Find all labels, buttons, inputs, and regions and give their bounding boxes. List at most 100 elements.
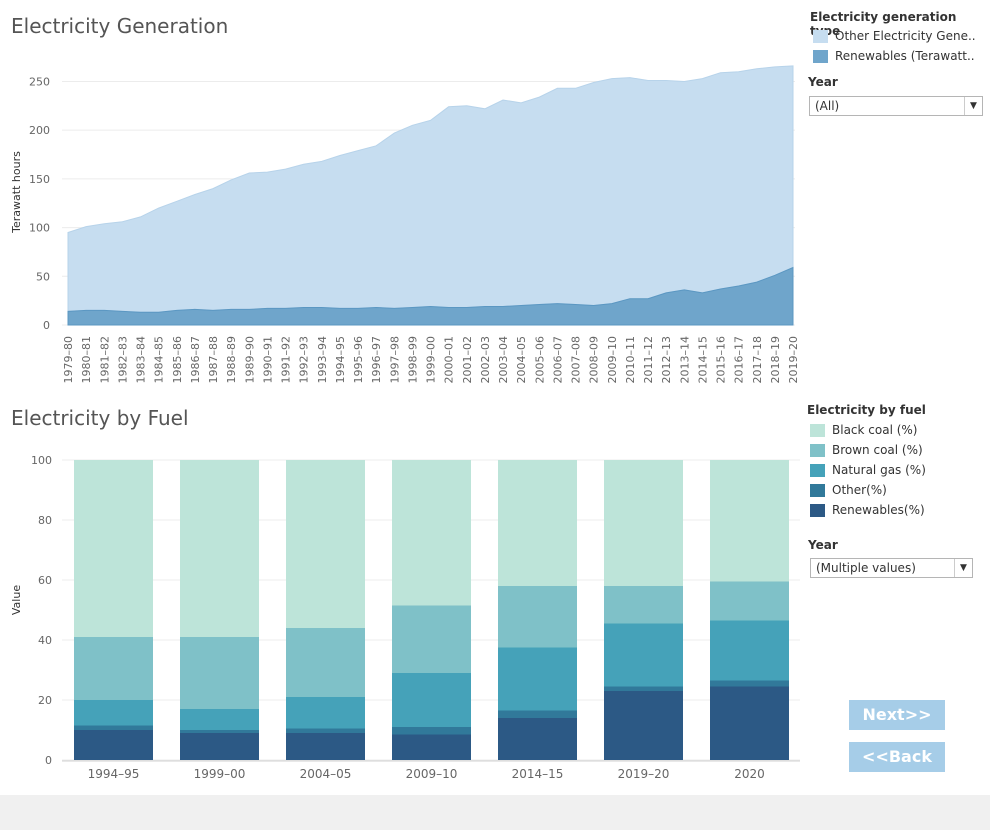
y-tick-label: 0	[43, 319, 50, 332]
bar-segment	[74, 460, 153, 637]
y-tick-label: 0	[45, 754, 52, 767]
chevron-down-icon[interactable]: ▼	[964, 97, 982, 115]
y-tick-label: 20	[38, 694, 52, 707]
y-tick-label: 80	[38, 514, 52, 527]
y-axis-label: Value	[10, 585, 23, 615]
x-tick-label: 1990–91	[261, 336, 274, 384]
y-tick-label: 100	[31, 454, 52, 467]
y-tick-label: 100	[29, 222, 50, 235]
bar-segment	[710, 460, 789, 582]
bar-segment	[180, 709, 259, 730]
bar-segment	[498, 460, 577, 586]
x-tick-label: 1986–87	[189, 336, 202, 384]
x-tick-label: 1996–97	[370, 336, 383, 384]
chevron-down-icon[interactable]: ▼	[954, 559, 972, 577]
bar-segment	[498, 710, 577, 718]
legend-swatch	[810, 443, 825, 457]
bar-segment	[180, 637, 259, 709]
x-tick-label: 2015–16	[715, 336, 728, 384]
bar-segment	[710, 686, 789, 760]
legend-item-renewables-generation[interactable]: Renewables (Terawatt..	[813, 49, 975, 63]
x-tick-label: 2010–11	[624, 336, 637, 384]
y-tick-label: 50	[36, 270, 50, 283]
x-tick-label: 1994–95	[88, 767, 140, 781]
legend-label: Other Electricity Gene..	[835, 29, 976, 43]
bar-segment	[710, 581, 789, 621]
legend-item-renewables[interactable]: Renewables(%)	[810, 503, 925, 517]
bar-segment	[604, 586, 683, 624]
bar-segment	[604, 686, 683, 691]
legend-swatch	[810, 423, 825, 437]
bar-segment	[74, 637, 153, 700]
legend-label: Renewables (Terawatt..	[835, 49, 975, 63]
bar-segment	[180, 730, 259, 733]
legend-item-brown-coal[interactable]: Brown coal (%)	[810, 443, 923, 457]
legend-swatch	[813, 29, 828, 43]
x-tick-label: 1987–88	[207, 336, 220, 384]
x-tick-label: 1993–94	[316, 336, 329, 384]
x-tick-label: 1982–83	[116, 336, 129, 384]
bar-segment	[286, 733, 365, 760]
bar-segment	[74, 730, 153, 760]
x-tick-label: 2011–12	[642, 336, 655, 384]
legend-label: Natural gas (%)	[832, 463, 926, 477]
generation-area-chart[interactable]: 0 50 100 150 200 250 Terawatt hours 1979–80 1980…	[0, 0, 990, 400]
back-button[interactable]: <<Back	[849, 742, 945, 772]
bar-segment	[74, 725, 153, 730]
y-tick-label: 40	[38, 634, 52, 647]
bar-segment	[710, 620, 789, 681]
x-tick-label: 1981–82	[98, 336, 111, 384]
x-tick-label: 2019–20	[787, 336, 800, 384]
bar-segment	[286, 728, 365, 733]
x-tick-label: 2006–07	[551, 336, 564, 384]
x-tick-label: 1997–98	[388, 336, 401, 384]
x-tick-label: 2020	[734, 767, 765, 781]
fuel-bar-chart[interactable]: 0 20 40 60 80 100 Value 1994–95 1999–00 2004–05 20…	[0, 0, 990, 795]
bar-segment	[392, 673, 471, 727]
x-tick-label: 1999–00	[194, 767, 246, 781]
x-tick-label: 2009–10	[606, 336, 619, 384]
x-tick-label: 1989–90	[243, 336, 256, 384]
year-filter-label-top: Year	[808, 75, 838, 89]
generation-chart-title: Electricity Generation	[11, 14, 229, 38]
legend-label: Renewables(%)	[832, 503, 925, 517]
y-tick-label: 60	[38, 574, 52, 587]
x-tick-label: 2014–15	[696, 336, 709, 384]
x-tick-label: 1983–84	[135, 336, 148, 384]
footer-bar	[0, 795, 990, 830]
legend-item-other[interactable]: Other(%)	[810, 483, 887, 497]
legend-swatch	[813, 49, 828, 63]
legend-item-other-generation[interactable]: Other Electricity Gene..	[813, 29, 976, 43]
x-tick-label: 2001–02	[461, 336, 474, 384]
x-tick-label: 2003–04	[497, 336, 510, 384]
bar-segment	[74, 700, 153, 726]
x-tick-label: 2009–10	[406, 767, 458, 781]
bar-segment	[604, 460, 683, 586]
y-tick-label: 250	[29, 75, 50, 88]
x-tick-label: 2019–20	[618, 767, 670, 781]
dropdown-value: (Multiple values)	[816, 561, 916, 575]
x-tick-label: 1992–93	[298, 336, 311, 384]
x-tick-label: 1995–96	[352, 336, 365, 384]
bar-segment	[392, 460, 471, 606]
bar-segment	[392, 734, 471, 760]
next-button[interactable]: Next>>	[849, 700, 945, 730]
bar-segment	[392, 605, 471, 673]
x-tick-label: 1984–85	[153, 336, 166, 384]
bar-segment	[286, 460, 365, 628]
dropdown-value: (All)	[815, 99, 840, 113]
year-filter-label-bottom: Year	[808, 538, 838, 552]
area-renewables-generation	[67, 266, 794, 326]
x-tick-label: 1998–99	[406, 336, 419, 384]
x-tick-label: 1991–92	[280, 336, 293, 384]
x-tick-label: 2000–01	[443, 336, 456, 384]
legend-item-natural-gas[interactable]: Natural gas (%)	[810, 463, 926, 477]
legend-swatch	[810, 483, 825, 497]
x-tick-label: 1988–89	[225, 336, 238, 384]
legend-item-black-coal[interactable]: Black coal (%)	[810, 423, 918, 437]
year-filter-dropdown-bottom[interactable]: (Multiple values) ▼	[810, 558, 973, 578]
bar-segment	[286, 697, 365, 729]
x-tick-label: 2008–09	[588, 336, 601, 384]
bar-segment	[604, 691, 683, 760]
year-filter-dropdown-top[interactable]: (All) ▼	[809, 96, 983, 116]
